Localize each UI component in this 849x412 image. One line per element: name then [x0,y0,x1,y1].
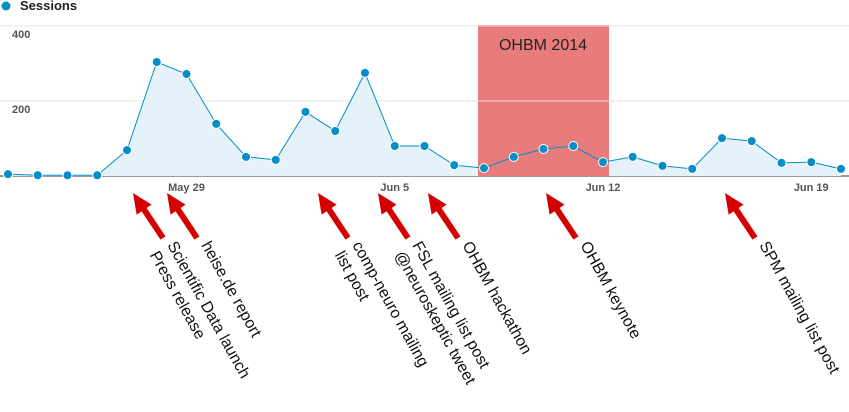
legend-dot [1,1,11,11]
point [836,163,846,174]
x-tick-label: Jun 19 [794,182,829,194]
x-tick-label: May 29 [168,182,205,194]
point [389,141,400,151]
annotation-arrow [139,204,166,240]
point [151,57,162,67]
annotation-arrow [731,204,758,240]
point [508,151,519,162]
x-tick-label: Jun 12 [586,182,621,194]
annotation-arrowhead [378,193,397,215]
highlight-label: OHBM 2014 [499,37,587,54]
point [776,157,787,168]
annotation-arrow [384,204,411,240]
annotation-arrowhead [546,193,565,215]
annotation-arrowhead [133,193,152,215]
point [687,163,698,174]
annotation: OHBM keynote [577,239,645,342]
point [627,151,638,162]
annotation-arrowhead [725,193,744,215]
point [241,151,251,162]
point [330,126,341,136]
annotation: SPM mailing list post [756,239,843,378]
point [62,170,73,181]
point [717,133,727,144]
point [181,69,192,79]
point [122,145,132,156]
annotation-text: SPM mailing list post [756,239,843,378]
point [479,163,489,174]
point [211,118,222,129]
annotation-arrowhead [167,193,186,215]
point [3,169,13,180]
point [32,170,43,181]
point [806,157,817,168]
annotation-text: OHBM keynote [577,239,645,342]
point [538,144,549,154]
x-tick-label: Jun 5 [380,182,409,194]
point [568,141,579,151]
point [360,67,370,78]
annotation-arrowhead [318,193,337,215]
area [8,62,841,176]
annotation-arrow [173,204,200,240]
annotation-arrowhead [428,193,447,215]
point [419,141,430,151]
y-tick-label: 400 [12,29,30,41]
point [598,157,608,168]
y-tick-label: 200 [12,104,30,116]
annotation-arrow [434,204,461,240]
point [300,106,311,117]
legend-label: Sessions [20,0,77,13]
point [657,160,668,171]
point [746,136,757,147]
point [92,170,103,181]
point [270,154,281,165]
point [449,160,460,171]
annotation-arrow [552,204,579,240]
annotation-arrow [324,204,351,240]
